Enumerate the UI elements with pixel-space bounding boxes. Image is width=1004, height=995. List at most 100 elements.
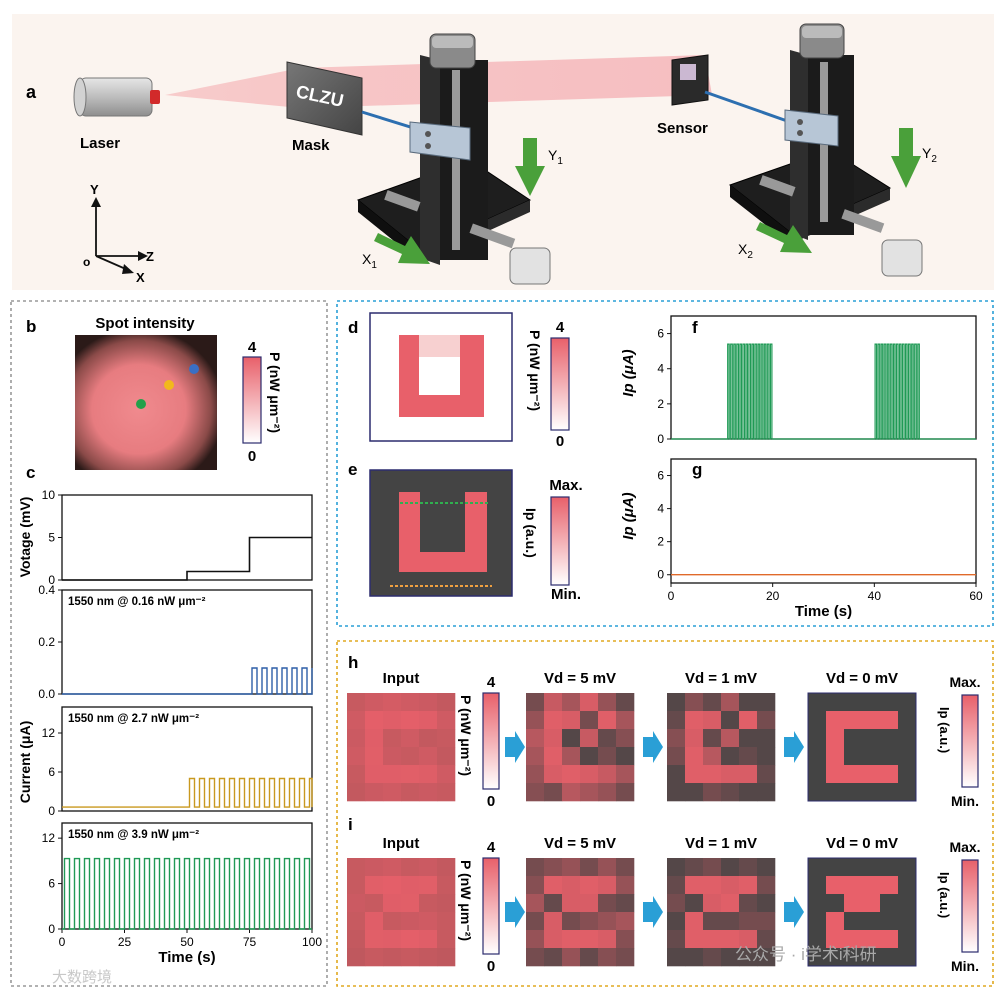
- heatmap-cell: [347, 858, 366, 877]
- series-f: [671, 343, 976, 440]
- heatmap-cell: [419, 876, 438, 895]
- heatmap-cell: [598, 948, 617, 967]
- colorbar-p-label: P (nW μm⁻²): [458, 860, 474, 941]
- heatmap-cell: [401, 948, 420, 967]
- heatmap-cell: [880, 747, 899, 766]
- heatmap-cell: [544, 783, 563, 802]
- heatmap-cell: [347, 912, 366, 931]
- heatmap-cell: [844, 858, 863, 877]
- heatmap-vd1: [667, 693, 776, 802]
- heatmap-cell: [383, 729, 402, 748]
- heatmap-cell: [598, 765, 617, 784]
- colorbar-i-label: Ip (a.u.): [937, 872, 952, 918]
- mask: CLZU: [286, 61, 363, 136]
- heatmap-cell: [862, 858, 881, 877]
- heatmap-cell: [667, 876, 686, 895]
- heatmap-cell: [739, 912, 758, 931]
- heatmap-cell: [880, 858, 899, 877]
- heatmap-cell: [826, 693, 845, 712]
- heatmap-cell: [544, 930, 563, 949]
- heatmap-cell: [526, 858, 545, 877]
- heatmap-cell: [826, 711, 845, 730]
- heatmap-cell: [616, 894, 635, 913]
- plot-frame: [670, 458, 977, 584]
- heatmap-cell: [703, 729, 722, 748]
- heatmap-cell: [739, 783, 758, 802]
- heatmap-cell: [544, 912, 563, 931]
- heatmap-cell: [685, 747, 704, 766]
- colorbar-p: [482, 692, 500, 790]
- heatmap-cell: [826, 765, 845, 784]
- spot-dot-blue: [189, 364, 199, 374]
- heatmap-cell: [365, 747, 384, 766]
- heatmap-cell: [757, 930, 776, 949]
- heatmap-cell: [562, 912, 581, 931]
- series-yellow: [62, 777, 313, 808]
- watermark-right: 公众号 · i学术i科研: [735, 945, 877, 964]
- heatmap-title-vd0: Vd = 0 mV: [826, 670, 898, 687]
- heatmap-cell: [616, 765, 635, 784]
- heatmap-cell: [826, 729, 845, 748]
- heatmap-cell: [844, 693, 863, 712]
- heatmap-cell: [562, 729, 581, 748]
- heatmap-cell: [685, 783, 704, 802]
- heatmap-cell: [401, 858, 420, 877]
- heatmap-cell: [365, 783, 384, 802]
- chart-current-blue: 0.0 0.2 0.4 1550 nm @ 0.16 nW μm⁻²: [38, 583, 313, 701]
- axis-triad: [91, 197, 148, 274]
- x-tick-label: 75: [243, 935, 257, 949]
- panel-b: b Spot intensity 4 0 P (nW μm⁻²): [26, 315, 283, 470]
- heatmap-cell: [562, 693, 581, 712]
- chart-f: 0 2 4 6: [657, 315, 977, 446]
- heatmap-cell: [347, 747, 366, 766]
- heatmap-cell: [739, 894, 758, 913]
- mask-label: Mask: [292, 137, 330, 154]
- heatmap-cell: [880, 912, 899, 931]
- panel-h-letter: h: [348, 653, 358, 672]
- panel-d-colorbar-label: P (nW μm⁻²): [527, 330, 543, 411]
- y-tick-label: 6: [48, 765, 55, 779]
- heatmap-cell: [365, 930, 384, 949]
- heatmap-cell: [598, 711, 617, 730]
- sensor: [671, 54, 709, 106]
- heatmap-cell: [580, 747, 599, 766]
- flow-arrow: [643, 731, 663, 763]
- heatmap-cell: [598, 729, 617, 748]
- y1-arrow: [515, 138, 545, 196]
- heatmap-cell: [616, 858, 635, 877]
- heatmap-cell: [598, 912, 617, 931]
- heatmap-cell: [862, 747, 881, 766]
- heatmap-cell: [880, 711, 899, 730]
- panel-f-letter: f: [692, 318, 698, 337]
- heatmap-frame: [807, 692, 917, 802]
- series-green: [62, 857, 312, 930]
- heatmap-cell: [667, 783, 686, 802]
- colorbar-i-max: Max.: [949, 674, 980, 690]
- heatmap-cell: [808, 876, 827, 895]
- heatmap-cell: [808, 858, 827, 877]
- x-tick-label: 0: [668, 589, 675, 603]
- heatmap-cell: [739, 876, 758, 895]
- y-tick-label: 4: [657, 362, 664, 376]
- heatmap-cell: [844, 912, 863, 931]
- heatmap-cell: [365, 948, 384, 967]
- heatmap-cell: [401, 783, 420, 802]
- heatmap-cell: [526, 765, 545, 784]
- heatmap-cell: [526, 729, 545, 748]
- heatmap-cell: [703, 765, 722, 784]
- heatmap-cell: [347, 894, 366, 913]
- heatmap-cell: [703, 747, 722, 766]
- y-tick-label: 2: [657, 535, 664, 549]
- y-tick-label: 0: [657, 432, 664, 446]
- heatmap-cell: [844, 729, 863, 748]
- panel-e-colorbar-min: Min.: [551, 586, 581, 603]
- heatmap-cell: [365, 876, 384, 895]
- heatmap-cell: [437, 693, 456, 712]
- heatmap-cell: [580, 858, 599, 877]
- heatmap-cell: [721, 765, 740, 784]
- heatmap-cell: [562, 948, 581, 967]
- heatmap-cell: [739, 711, 758, 730]
- heatmap-cell: [419, 948, 438, 967]
- y-tick-label: 6: [48, 877, 55, 891]
- panel-i: i Input Vd = 5 mV Vd = 1 mV Vd = 0 mV 4 0 P (n…: [347, 815, 981, 975]
